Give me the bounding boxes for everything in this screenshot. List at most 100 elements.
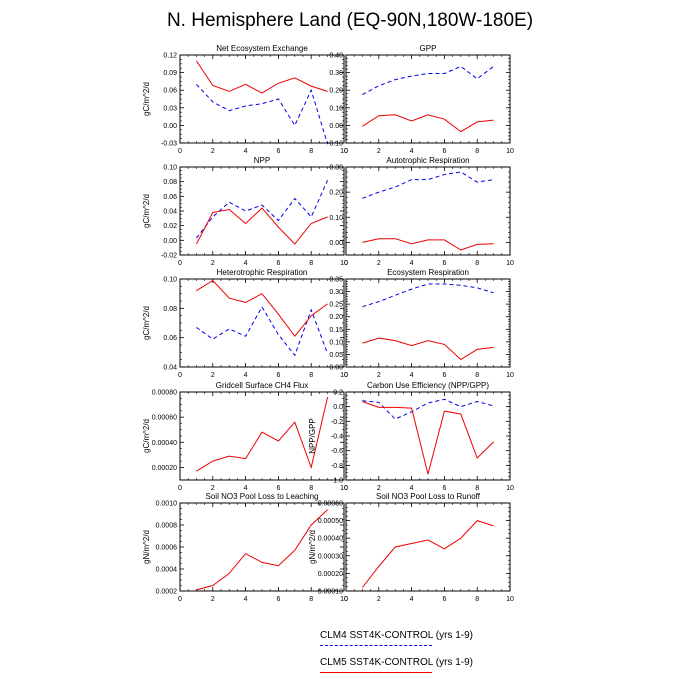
panel-title: Gridcell Surface CH4 Flux [216,381,308,390]
panel-autotrophic-respiration: Autotrophic Respiration 0 2 4 6 8 10 0.00 0.10 0.… [329,156,514,267]
y-tick-label: 0.06 [163,88,177,95]
series-line-clm5 [196,509,328,591]
series-line-clm4 [362,171,494,199]
y-tick-label: 0.10 [329,105,343,112]
y-tick-label: 0.35 [329,277,343,284]
x-tick-label: 6 [442,485,446,492]
y-tick-label: 0.00080 [152,390,177,397]
y-tick-label: 0.00 [163,123,177,130]
y-tick-label: 0.00 [163,238,177,245]
y-tick-label: 0.0008 [156,523,178,530]
x-tick-label: 6 [276,148,280,155]
legend-label-clm5: CLM5 SST4K-CONTROL (yrs 1-9) [320,657,473,668]
panel-title: Soil NO3 Pool Loss to Runoff [376,492,481,501]
panel-title: GPP [420,44,437,53]
x-tick-label: 2 [377,148,381,155]
x-tick-label: 10 [506,148,514,155]
x-tick-label: 0 [178,485,182,492]
series-line-clm5 [362,114,494,133]
x-tick-label: 2 [211,372,215,379]
x-tick-label: 4 [410,485,414,492]
y-tick-label: -0.10 [327,141,343,148]
x-tick-label: 8 [309,485,313,492]
y-tick-label: 0.0006 [156,545,178,552]
x-tick-label: 0 [178,260,182,267]
plot-frame [345,502,511,592]
y-tick-label: 0.06 [163,194,177,201]
x-tick-label: 6 [442,148,446,155]
legend-item-clm4: CLM4 SST4K-CONTROL (yrs 1-9) [320,630,480,646]
x-tick-label: 8 [475,148,479,155]
x-tick-label: 0 [178,372,182,379]
x-tick-label: 6 [442,372,446,379]
y-tick-label: 0.00060 [318,501,343,508]
panel-title: Carbon Use Efficiency (NPP/GPP) [367,381,489,390]
series-line-clm4 [362,398,494,420]
y-tick-label: 0.20 [329,88,343,95]
y-tick-label: 0.30 [329,165,343,172]
x-tick-label: 2 [377,596,381,603]
y-axis-label: gC/m^2/d [142,194,151,228]
x-tick-label: 2 [211,485,215,492]
series-line-clm4 [196,305,329,357]
x-tick-label: 10 [506,372,514,379]
y-tick-label: 0.10 [329,215,343,222]
series-line-clm5 [196,396,329,472]
legend-swatch-clm5 [320,672,432,673]
x-tick-label: 6 [276,485,280,492]
x-tick-label: 8 [475,260,479,267]
y-tick-label: 0.00020 [318,571,343,578]
x-tick-label: 10 [506,596,514,603]
y-tick-label: 0.04 [163,365,177,372]
y-tick-label: 0.00 [329,365,343,372]
y-tick-label: 0.10 [163,277,177,284]
y-tick-label: 0.06 [163,335,177,342]
y-tick-label: 0.2 [333,390,343,397]
plot-frame [179,391,345,481]
x-tick-label: 0 [344,148,348,155]
series-line-clm5 [195,60,328,94]
y-tick-label: 0.0010 [156,501,178,508]
x-tick-label: 8 [475,372,479,379]
x-tick-label: 4 [244,372,248,379]
y-tick-label: 0.00030 [318,553,343,560]
series-line-clm5 [362,337,494,361]
series-line-clm5 [195,207,328,245]
x-tick-label: 4 [244,260,248,267]
x-tick-label: 4 [244,596,248,603]
x-tick-label: 2 [377,372,381,379]
y-tick-label: 0.20 [329,190,343,197]
y-tick-label: 0.02 [163,223,177,230]
y-tick-label: 0.15 [329,327,343,334]
x-tick-label: 0 [178,148,182,155]
series-line-clm4 [196,83,329,145]
y-tick-label: 0.08 [163,179,177,186]
x-tick-label: 4 [410,260,414,267]
y-tick-label: -0.02 [161,253,177,260]
y-tick-label: -0.03 [161,141,177,148]
y-tick-label: 0.00060 [152,415,177,422]
series-line-clm4 [362,283,494,308]
x-tick-label: 4 [410,148,414,155]
legend-swatch-clm4 [320,645,432,646]
x-tick-label: 2 [211,596,215,603]
x-tick-label: 10 [340,260,348,267]
y-axis-label: gN/m^2/d [142,530,151,564]
y-tick-label: 0.00020 [152,465,177,472]
plot-frame [179,54,345,144]
x-tick-label: 0 [344,260,348,267]
plot-frame [179,278,345,368]
x-tick-label: 8 [309,148,313,155]
x-tick-label: 4 [410,596,414,603]
x-tick-label: 4 [410,372,414,379]
series-line-clm5 [196,279,328,338]
panel-title: Heterotrophic Respiration [217,268,308,277]
y-tick-label: 0.00 [329,123,343,130]
panel-heterotrophic-respiration: Heterotrophic Respiration gC/m^2/d 0 2 4 6 8 10… [142,268,348,379]
legend-label-clm4: CLM4 SST4K-CONTROL (yrs 1-9) [320,630,473,641]
x-tick-label: 8 [309,596,313,603]
x-tick-label: 10 [506,485,514,492]
